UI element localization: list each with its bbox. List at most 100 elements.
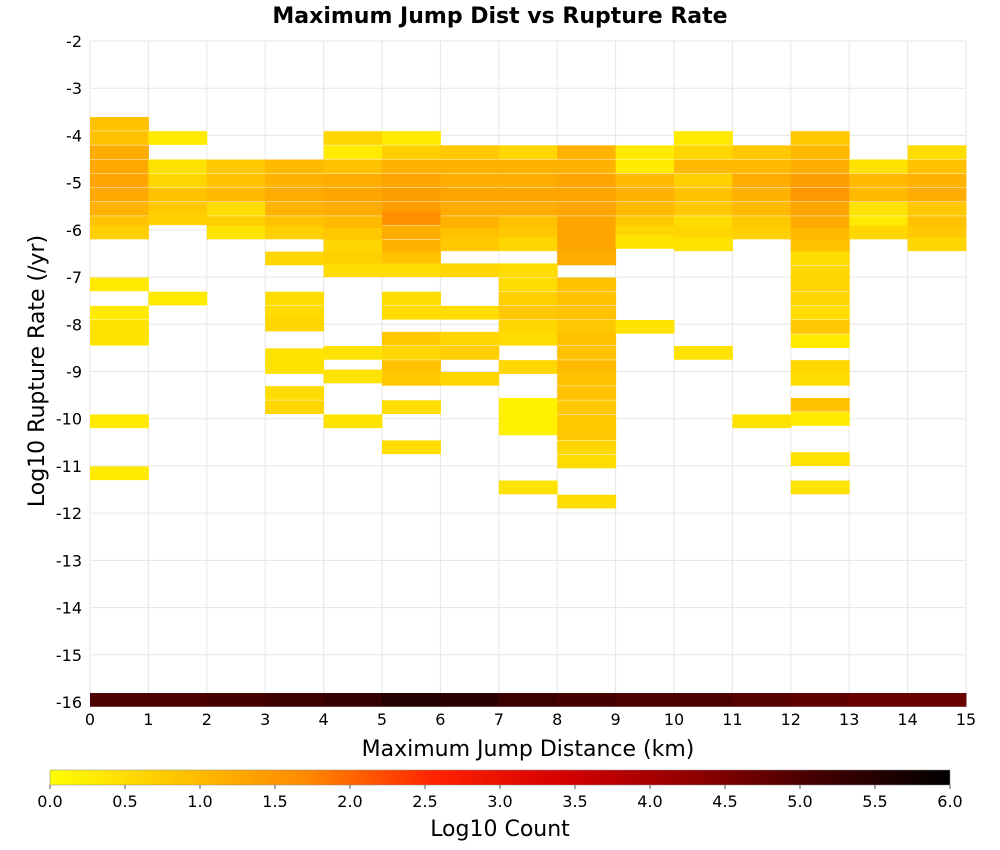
heatmap-cell (732, 414, 792, 429)
heatmap-cell (849, 202, 909, 216)
heatmap-cell (849, 693, 909, 707)
heatmap-cell (557, 454, 617, 469)
x-tick-label: 15 (956, 710, 976, 729)
heatmap-cell (498, 397, 558, 412)
heatmap-cell (557, 346, 617, 360)
heatmap-cell (265, 291, 325, 306)
x-axis-ticks: 0 1 2 3 4 5 6 7 8 9 10 11 12 13 14 15 (85, 710, 976, 729)
heatmap-cell (790, 216, 850, 230)
heatmap-cell (849, 173, 909, 188)
heatmap-cell (382, 187, 441, 202)
heatmap-cell (790, 371, 850, 386)
colorbar-ticks: 0.0 0.5 1.0 1.5 2.0 2.5 3.0 3.5 4.0 4.5 5.0 5.5 6.0 (37, 785, 963, 811)
y-tick-label: -11 (56, 457, 82, 476)
heatmap-cell (206, 159, 266, 174)
heatmap-cell (790, 305, 850, 320)
heatmap-cell (498, 187, 558, 202)
heatmap-cell (498, 202, 558, 216)
heatmap-cell (148, 159, 208, 174)
heatmap-cell (440, 216, 500, 230)
heatmap-cell (323, 131, 383, 145)
heatmap-cell (440, 173, 500, 188)
heatmap-cell (498, 159, 558, 174)
heatmap-cell (498, 277, 558, 292)
colorbar-tick-label: 2.0 (337, 792, 362, 811)
colorbar-tick-label: 5.5 (862, 792, 887, 811)
x-tick-label: 13 (839, 710, 859, 729)
heatmap-cell (382, 693, 441, 707)
heatmap-cell (557, 173, 617, 188)
y-tick-label: -9 (66, 363, 82, 382)
heatmap-cell (498, 291, 558, 306)
heatmap-cell (265, 317, 325, 332)
heatmap-cell (382, 211, 441, 226)
y-tick-label: -8 (66, 315, 82, 334)
heatmap-cell (849, 159, 909, 174)
x-axis-label: Maximum Jump Distance (km) (362, 737, 695, 762)
y-tick-label: -16 (56, 693, 82, 712)
heatmap-cell (440, 159, 500, 174)
heatmap-cell (382, 239, 441, 254)
heatmap-cell (382, 145, 441, 160)
heatmap-cell (498, 421, 558, 436)
heatmap-cell (907, 187, 967, 202)
x-tick-label: 9 (611, 710, 621, 729)
heatmap-cell (382, 331, 441, 346)
heatmap-cell (557, 440, 617, 455)
heatmap-cell (907, 225, 967, 240)
heatmap-cell (557, 400, 617, 415)
x-tick-label: 2 (202, 710, 212, 729)
heatmap-cell (907, 237, 967, 252)
heatmap-cell (674, 131, 733, 145)
heatmap-cell (498, 216, 558, 230)
heatmap-cell (148, 131, 208, 145)
heatmap-cell (265, 173, 325, 188)
x-tick-label: 8 (552, 710, 562, 729)
heatmap-cell (265, 202, 325, 216)
heatmap-cell (382, 173, 441, 188)
heatmap-cell (732, 173, 792, 188)
heatmap-cell (557, 494, 617, 509)
heatmap-cell (90, 225, 149, 240)
heatmap-cell (382, 440, 441, 455)
y-tick-label: -15 (56, 646, 82, 665)
heatmap-cell (732, 187, 792, 202)
heatmap-cell (440, 346, 500, 360)
heatmap-cell (382, 225, 441, 240)
heatmap-cell (790, 227, 850, 242)
heatmap-cell (90, 131, 149, 145)
heatmap-bins (90, 117, 967, 707)
heatmap-cell (557, 216, 617, 230)
chart-title: Maximum Jump Dist vs Rupture Rate (272, 4, 727, 29)
heatmap-cell (90, 145, 149, 160)
heatmap-cell (265, 187, 325, 202)
heatmap-cell (790, 693, 850, 707)
heatmap-cell (790, 412, 850, 426)
heatmap-cell (615, 202, 675, 216)
heatmap-cell (265, 386, 325, 400)
colorbar-tick-label: 6.0 (937, 792, 962, 811)
y-tick-label: -4 (66, 126, 82, 145)
heatmap-cell (849, 225, 909, 240)
heatmap-cell (557, 239, 617, 254)
heatmap-cell (790, 291, 850, 306)
colorbar-tick-label: 4.0 (637, 792, 662, 811)
heatmap-cell (498, 480, 558, 495)
heatmap-cell (790, 251, 850, 266)
heatmap-cell (90, 117, 149, 131)
heatmap-cell (615, 320, 675, 334)
heatmap-cell (790, 145, 850, 160)
heatmap-cell (732, 693, 792, 707)
heatmap-cell (90, 305, 149, 320)
heatmap-cell (790, 202, 850, 216)
heatmap-cell (265, 360, 325, 374)
heatmap-cell (206, 173, 266, 188)
heatmap-cell (498, 305, 558, 320)
heatmap-cell (498, 145, 558, 160)
heatmap-cell (790, 239, 850, 254)
y-tick-label: -10 (56, 410, 82, 429)
heatmap-cell (674, 159, 733, 174)
y-tick-label: -3 (66, 79, 82, 98)
heatmap-cell (265, 305, 325, 320)
